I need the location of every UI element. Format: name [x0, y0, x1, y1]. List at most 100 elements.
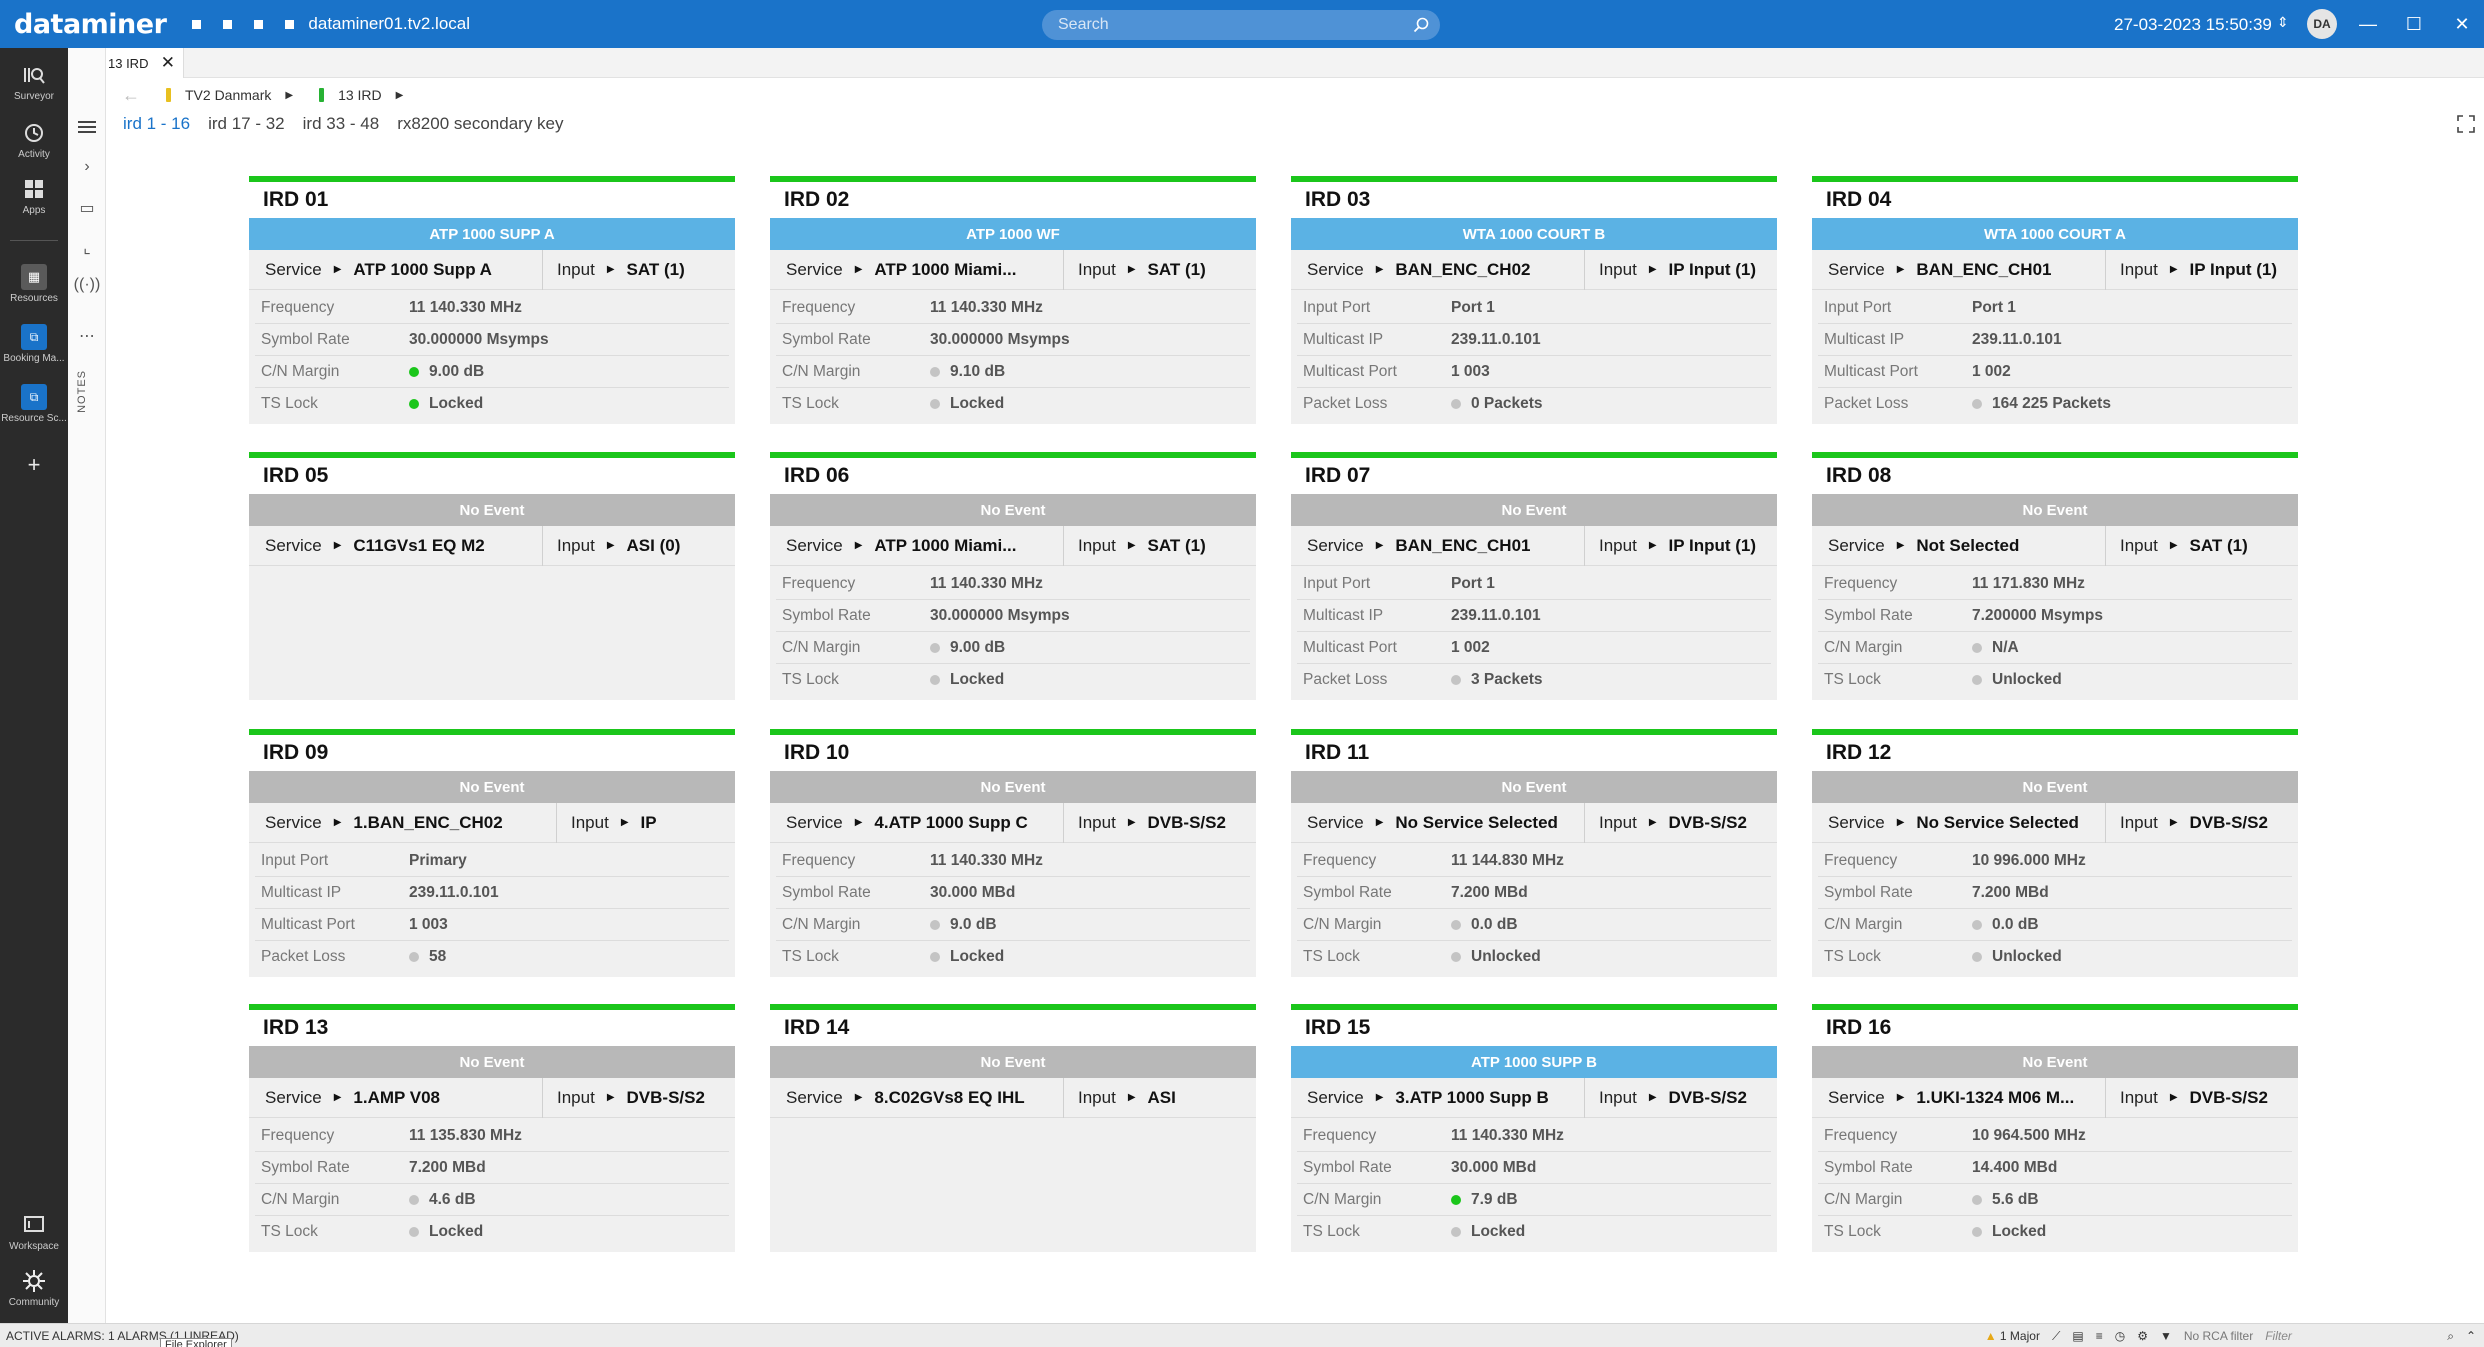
caret-right-icon[interactable]: ▶ [1648, 817, 1657, 828]
input-selector[interactable]: Input ▶ DVB-S/S2 [543, 1078, 705, 1118]
major-alarm-count[interactable]: ▲ 1 Major [1985, 1329, 2040, 1343]
service-selector[interactable]: Service ▶ C11GVs1 EQ M2 [249, 525, 543, 566]
input-selector[interactable]: Input ▶ DVB-S/S2 [2106, 1078, 2268, 1118]
service-selector[interactable]: Service ▶ No Service Selected [1291, 802, 1585, 843]
sidebar-item-community[interactable]: Community [0, 1268, 68, 1308]
input-selector[interactable]: Input ▶ DVB-S/S2 [1585, 803, 1747, 843]
caret-right-icon[interactable]: ▶ [1127, 1092, 1136, 1103]
caret-right-icon[interactable]: ▶ [2169, 817, 2178, 828]
caret-right-icon[interactable]: ▶ [606, 1092, 615, 1103]
caret-right-icon[interactable]: ▶ [333, 540, 342, 551]
input-selector[interactable]: Input ▶ SAT (1) [1064, 250, 1206, 290]
service-selector[interactable]: Service ▶ BAN_ENC_CH02 [1291, 249, 1585, 290]
caret-right-icon[interactable]: ▶ [606, 264, 615, 275]
page-tab-ird-17-32[interactable]: ird 17 - 32 [208, 114, 285, 133]
input-selector[interactable]: Input ▶ DVB-S/S2 [1585, 1078, 1747, 1118]
quick-access-button-4[interactable] [285, 19, 295, 29]
caret-right-icon[interactable]: ▶ [1896, 264, 1905, 275]
sidebar-item-resources[interactable]: ▦ Resources [0, 264, 68, 304]
booking-event-banner[interactable]: WTA 1000 COURT A [1812, 218, 2298, 250]
rca-filter-label[interactable]: No RCA filter [2183, 1329, 2254, 1343]
ird-card[interactable]: IRD 13 No Event Service ▶ 1.AMP V08 Input ▶ DVB… [249, 1004, 735, 1252]
service-selector[interactable]: Service ▶ ATP 1000 Supp A [249, 249, 543, 290]
list-view-icon[interactable]: ▤ [2072, 1329, 2084, 1343]
filter-icon[interactable]: ▼ [2159, 1329, 2172, 1343]
caret-right-icon[interactable]: ▶ [854, 817, 863, 828]
search-icon[interactable] [1412, 16, 1430, 34]
caret-right-icon[interactable]: ▶ [1896, 817, 1905, 828]
search-input[interactable]: Search [1042, 10, 1440, 40]
more-icon[interactable]: ⋯ [79, 328, 95, 345]
caret-right-icon[interactable]: ▶ [1375, 1092, 1384, 1103]
service-selector[interactable]: Service ▶ Not Selected [1812, 525, 2106, 566]
caret-right-icon[interactable]: ▶ [1896, 1092, 1905, 1103]
maximize-icon[interactable]: ☐ [2405, 13, 2423, 34]
ird-card[interactable]: IRD 07 No Event Service ▶ BAN_ENC_CH01 Input ▶… [1291, 452, 1777, 700]
booking-event-banner[interactable]: ATP 1000 WF [770, 218, 1256, 250]
caret-right-icon[interactable]: ▶ [1127, 264, 1136, 275]
chevron-down-icon[interactable]: ⇕ [2277, 14, 2289, 30]
input-selector[interactable]: Input ▶ IP [557, 803, 657, 843]
sidebar-item-activity[interactable]: Activity [0, 120, 68, 160]
ird-card[interactable]: IRD 11 No Event Service ▶ No Service Selecte… [1291, 729, 1777, 977]
chevron-right-icon[interactable]: › [84, 158, 90, 175]
input-selector[interactable]: Input ▶ IP Input (1) [1585, 250, 1756, 290]
page-tab-ird-33-48[interactable]: ird 33 - 48 [302, 114, 380, 133]
input-selector[interactable]: Input ▶ DVB-S/S2 [2106, 803, 2268, 843]
breadcrumb-item-13-ird[interactable]: 13 IRD [338, 87, 382, 103]
filter-input[interactable]: Filter [2265, 1329, 2292, 1343]
search-icon[interactable]: ⌕ [2447, 1328, 2454, 1343]
ird-card[interactable]: IRD 15 ATP 1000 SUPP B Service ▶ 3.ATP 1000 … [1291, 1004, 1777, 1252]
caret-right-icon[interactable]: ▶ [333, 1092, 342, 1103]
history-icon[interactable]: ◷ [2114, 1329, 2126, 1343]
service-selector[interactable]: Service ▶ 8.C02GVs8 EQ IHL [770, 1077, 1064, 1118]
caret-right-icon[interactable]: ▶ [1375, 817, 1384, 828]
input-selector[interactable]: Input ▶ SAT (1) [543, 250, 685, 290]
hamburger-menu-icon[interactable] [68, 118, 106, 136]
ird-card[interactable]: IRD 06 No Event Service ▶ ATP 1000 Miami... I… [770, 452, 1256, 700]
caret-right-icon[interactable]: ▶ [1896, 540, 1905, 551]
minimize-icon[interactable]: — [2359, 13, 2377, 34]
caret-right-icon[interactable]: ▶ [1648, 1092, 1657, 1103]
sidebar-item-apps[interactable]: Apps [0, 176, 68, 216]
booking-event-banner[interactable]: No Event [249, 771, 735, 803]
caret-right-icon[interactable]: ▶ [854, 1092, 863, 1103]
service-selector[interactable]: Service ▶ 4.ATP 1000 Supp C [770, 802, 1064, 843]
service-selector[interactable]: Service ▶ ATP 1000 Miami... [770, 249, 1064, 290]
caret-right-icon[interactable]: ▶ [333, 817, 342, 828]
close-tab-icon[interactable]: ✕ [160, 53, 175, 72]
ird-card[interactable]: IRD 01 ATP 1000 SUPP A Service ▶ ATP 1000 Su… [249, 176, 735, 424]
sort-icon[interactable]: ≡ [2095, 1329, 2103, 1343]
page-tab-ird-1-16[interactable]: ird 1 - 16 [123, 114, 191, 133]
input-selector[interactable]: Input ▶ SAT (1) [1064, 526, 1206, 566]
service-selector[interactable]: Service ▶ 1.UKI-1324 M06 M... [1812, 1077, 2106, 1118]
quick-access-button-3[interactable] [254, 19, 264, 29]
caret-right-icon[interactable]: ▶ [1375, 540, 1384, 551]
sidebar-item-resource-scheduling[interactable]: ⧉ Resource Sc... [0, 384, 68, 424]
ird-card[interactable]: IRD 03 WTA 1000 COURT B Service ▶ BAN_ENC_CH… [1291, 176, 1777, 424]
relations-icon[interactable]: ⌞ [83, 240, 91, 257]
avatar[interactable]: DA [2307, 9, 2337, 39]
expand-icon[interactable] [2456, 114, 2476, 134]
ird-card[interactable]: IRD 04 WTA 1000 COURT A Service ▶ BAN_ENC_CH… [1812, 176, 2298, 424]
booking-event-banner[interactable]: WTA 1000 COURT B [1291, 218, 1777, 250]
sidebar-item-booking[interactable]: ⧉ Booking Ma... [0, 324, 68, 364]
input-selector[interactable]: Input ▶ SAT (1) [2106, 526, 2248, 566]
caret-right-icon[interactable]: ▶ [1648, 540, 1657, 551]
booking-event-banner[interactable]: No Event [1812, 771, 2298, 803]
booking-event-banner[interactable]: ATP 1000 SUPP B [1291, 1046, 1777, 1078]
ird-card[interactable]: IRD 10 No Event Service ▶ 4.ATP 1000 Supp C I… [770, 729, 1256, 977]
booking-event-banner[interactable]: No Event [1291, 771, 1777, 803]
caret-right-icon[interactable]: ▶ [1375, 264, 1384, 275]
quick-access-button-2[interactable] [223, 19, 233, 29]
chevron-up-icon[interactable]: ⌃ [2465, 1329, 2476, 1343]
service-selector[interactable]: Service ▶ BAN_ENC_CH01 [1812, 249, 2106, 290]
caret-right-icon[interactable]: ▶ [1127, 817, 1136, 828]
card-view-icon[interactable]: ▭ [79, 200, 95, 217]
booking-event-banner[interactable]: No Event [1812, 1046, 2298, 1078]
ird-card[interactable]: IRD 14 No Event Service ▶ 8.C02GVs8 EQ IHL In… [770, 1004, 1256, 1252]
ird-card[interactable]: IRD 02 ATP 1000 WF Service ▶ ATP 1000 Miami.… [770, 176, 1256, 424]
booking-event-banner[interactable]: ATP 1000 SUPP A [249, 218, 735, 250]
ird-card[interactable]: IRD 09 No Event Service ▶ 1.BAN_ENC_CH02 Inpu… [249, 729, 735, 977]
page-tab-rx8200-secondary-key[interactable]: rx8200 secondary key [397, 114, 564, 133]
